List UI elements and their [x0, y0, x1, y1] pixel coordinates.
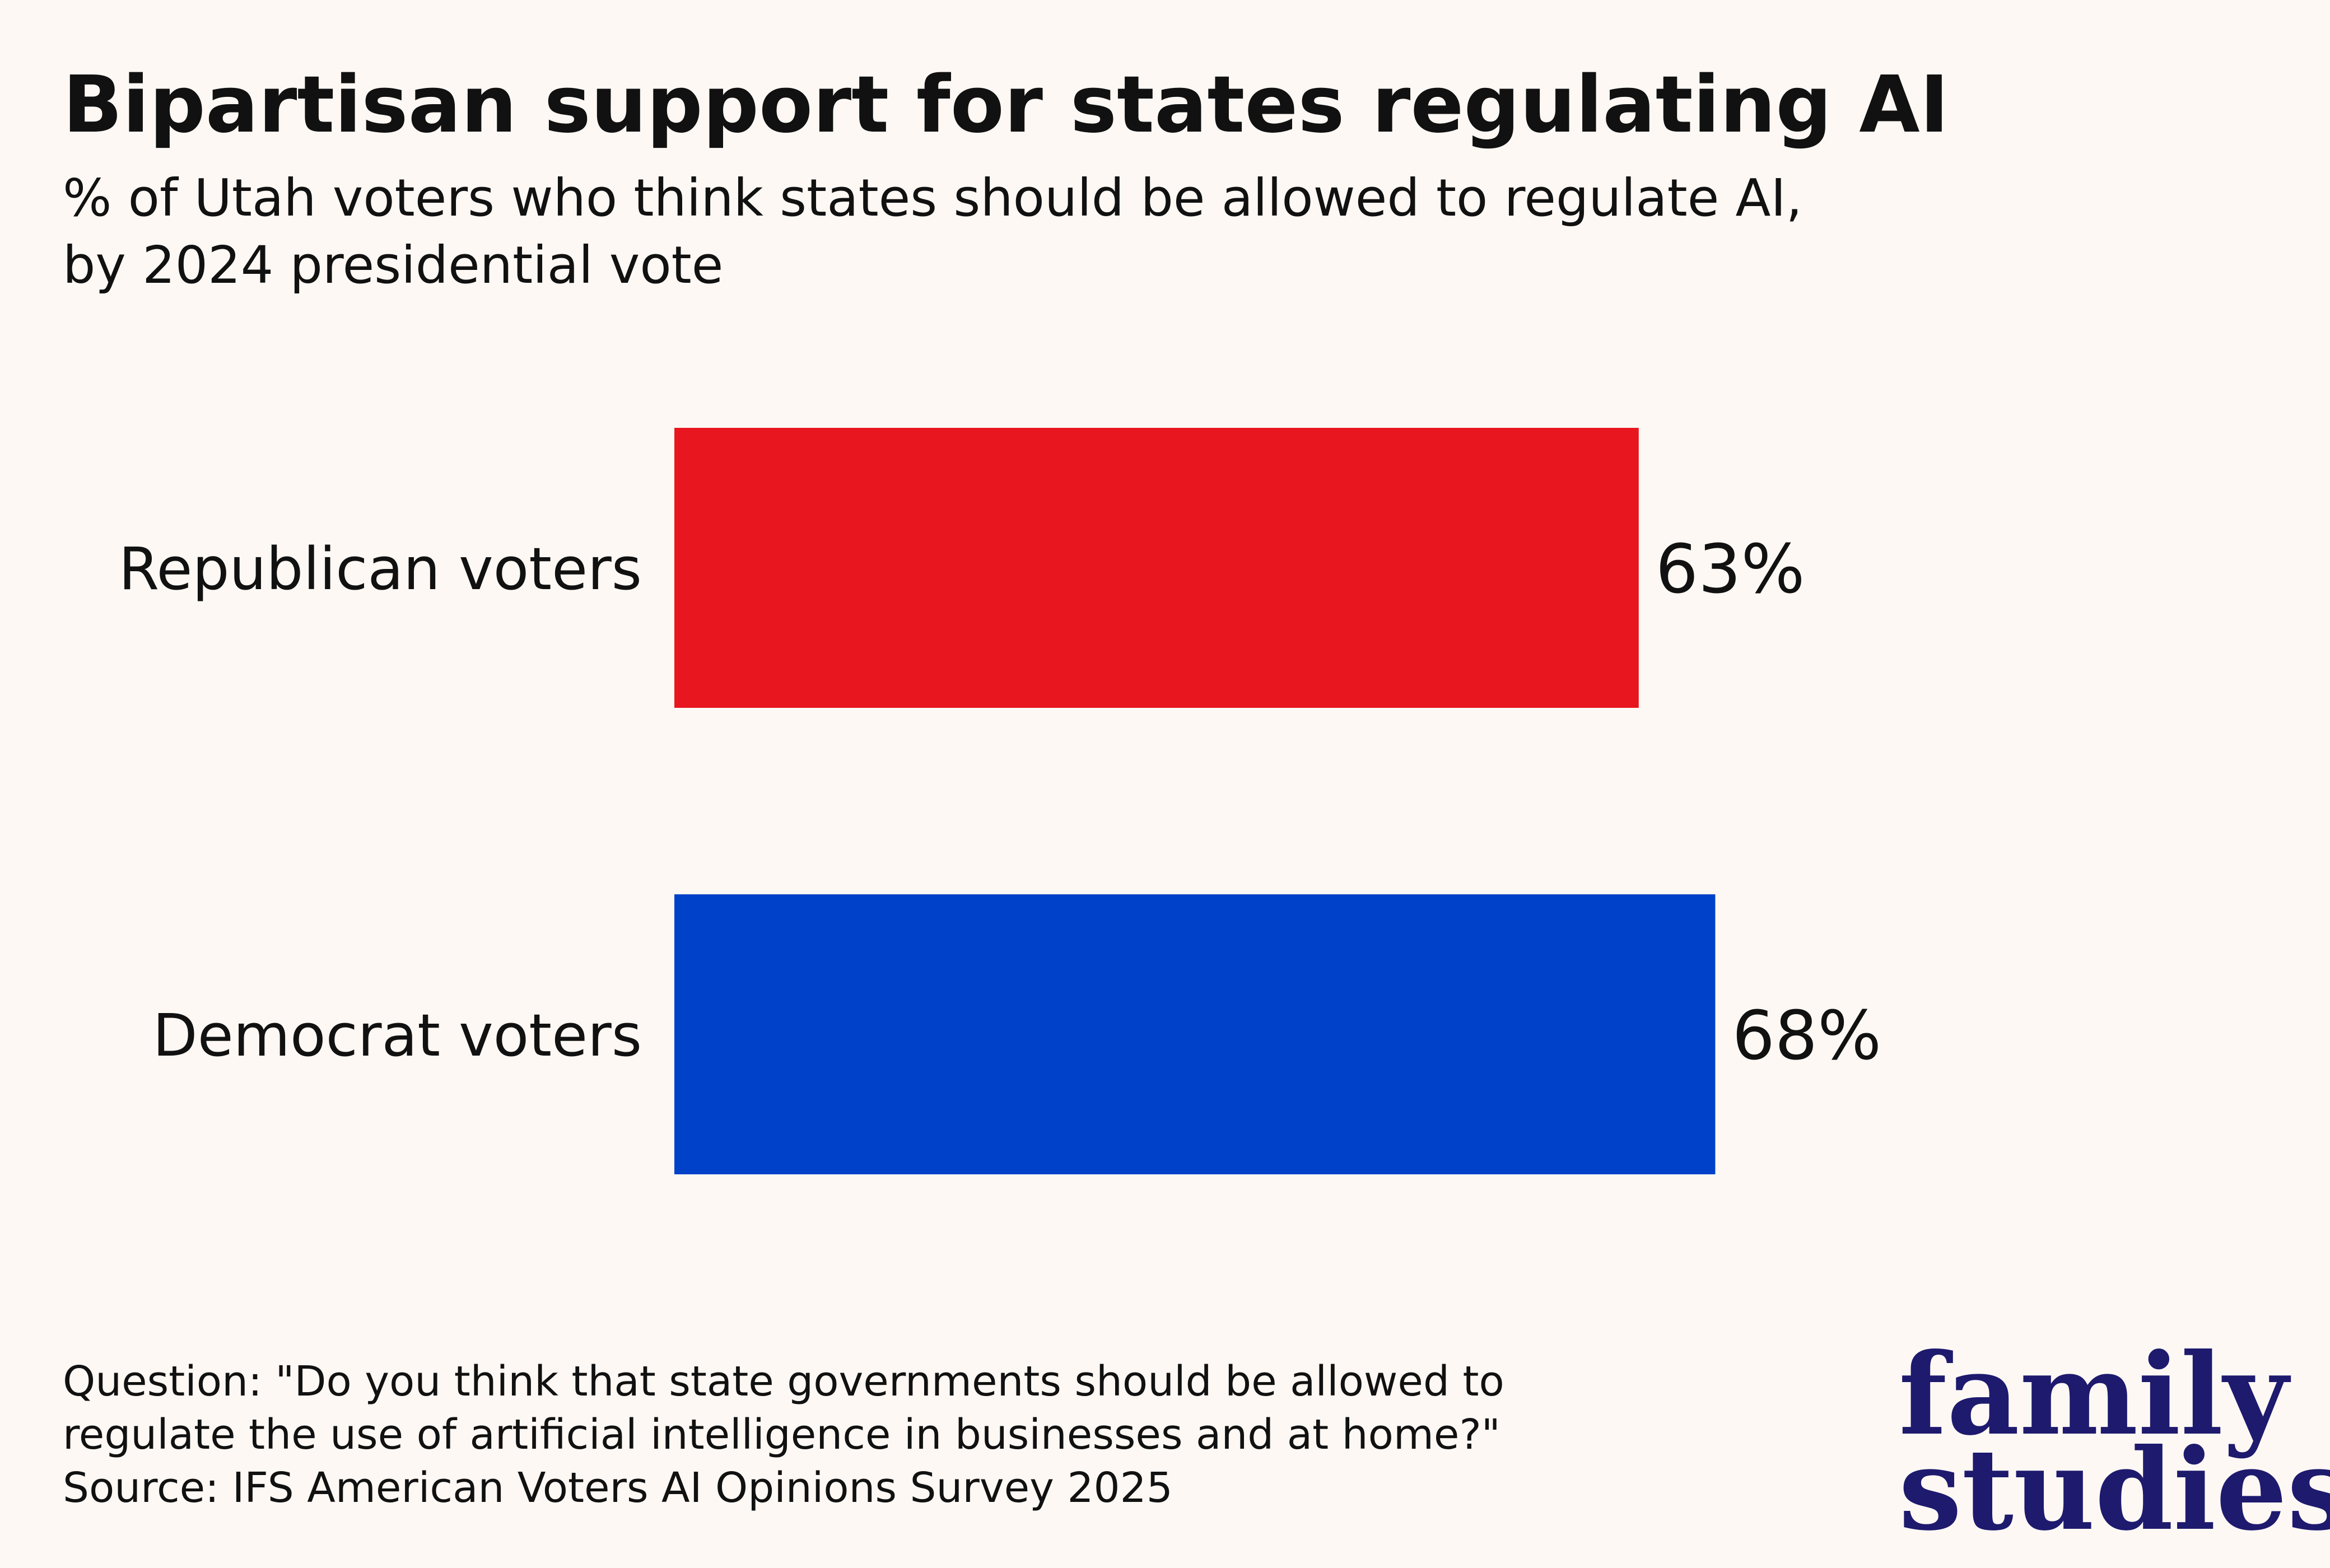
logo: studies [1899, 1424, 2330, 1556]
bar [674, 894, 1716, 1174]
footnote: Question: "Do you think that state gover… [63, 1357, 1504, 1406]
logo: family [1899, 1329, 2291, 1460]
footnote: regulate the use of artificial intellige… [63, 1411, 1500, 1459]
footnote: Source: IFS American Voters AI Opinions … [63, 1464, 1173, 1512]
chart-subtitle: % of Utah voters who think states should… [63, 168, 1802, 228]
category-label: Democrat voters [153, 1001, 642, 1070]
category-label: Republican voters [119, 535, 642, 603]
chart-subtitle: by 2024 presidential vote [63, 235, 723, 295]
value-label: 63% [1656, 531, 1805, 609]
bar [674, 428, 1639, 708]
chart-title: Bipartisan support for states regulating… [63, 59, 1949, 151]
value-label: 68% [1732, 997, 1881, 1075]
